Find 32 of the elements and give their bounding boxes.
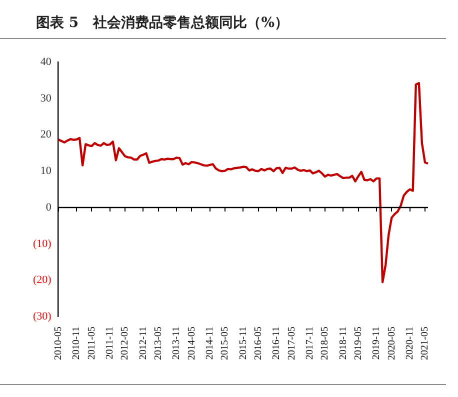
y-tick-label: 10 [40, 165, 52, 178]
x-tick-label: 2016-05 [252, 326, 264, 360]
x-tick-label: 2019-11 [371, 326, 382, 360]
y-tick-label: 40 [40, 56, 52, 68]
x-tick-label: 2020-11 [404, 326, 416, 360]
y-tick-label: 20 [40, 128, 52, 141]
x-tick-label: 2014-05 [186, 326, 198, 360]
x-tick-label: 2011-11 [104, 326, 116, 360]
x-tick-label: 2018-05 [320, 326, 331, 360]
x-tick-label: 2013-11 [171, 326, 182, 360]
x-tick-label: 2015-11 [238, 326, 249, 360]
y-tick-label: 30 [40, 92, 52, 104]
x-tick-label: 2017-11 [304, 326, 316, 360]
x-tick-label: 2017-05 [286, 326, 298, 360]
x-tick-label: 2018-11 [338, 326, 349, 360]
x-tick-label: 2013-05 [152, 326, 164, 360]
x-tick-label: 2011-05 [86, 326, 98, 360]
y-tick-label: (10) [33, 238, 52, 250]
y-tick-label: (20) [33, 274, 52, 286]
x-tick-label: 2014-11 [204, 326, 216, 360]
x-tick-label: 2021-05 [420, 326, 431, 360]
x-tick-label: 2020-05 [386, 326, 398, 360]
x-tick-label: 2016-11 [271, 326, 282, 360]
x-tick-label: 2012-11 [138, 326, 149, 360]
chart-title: 图表 5 社会消费品零售总额同比（%） [36, 14, 289, 32]
y-tick-label: (30) [33, 310, 52, 323]
x-tick-label: 2012-05 [120, 326, 131, 360]
y-tick-label: 0 [46, 201, 52, 214]
x-tick-label: 2015-05 [220, 326, 231, 360]
x-tick-label: 2010-05 [52, 326, 64, 360]
x-tick-label: 2019-05 [352, 326, 364, 360]
x-tick-label: 2010-11 [71, 326, 82, 360]
